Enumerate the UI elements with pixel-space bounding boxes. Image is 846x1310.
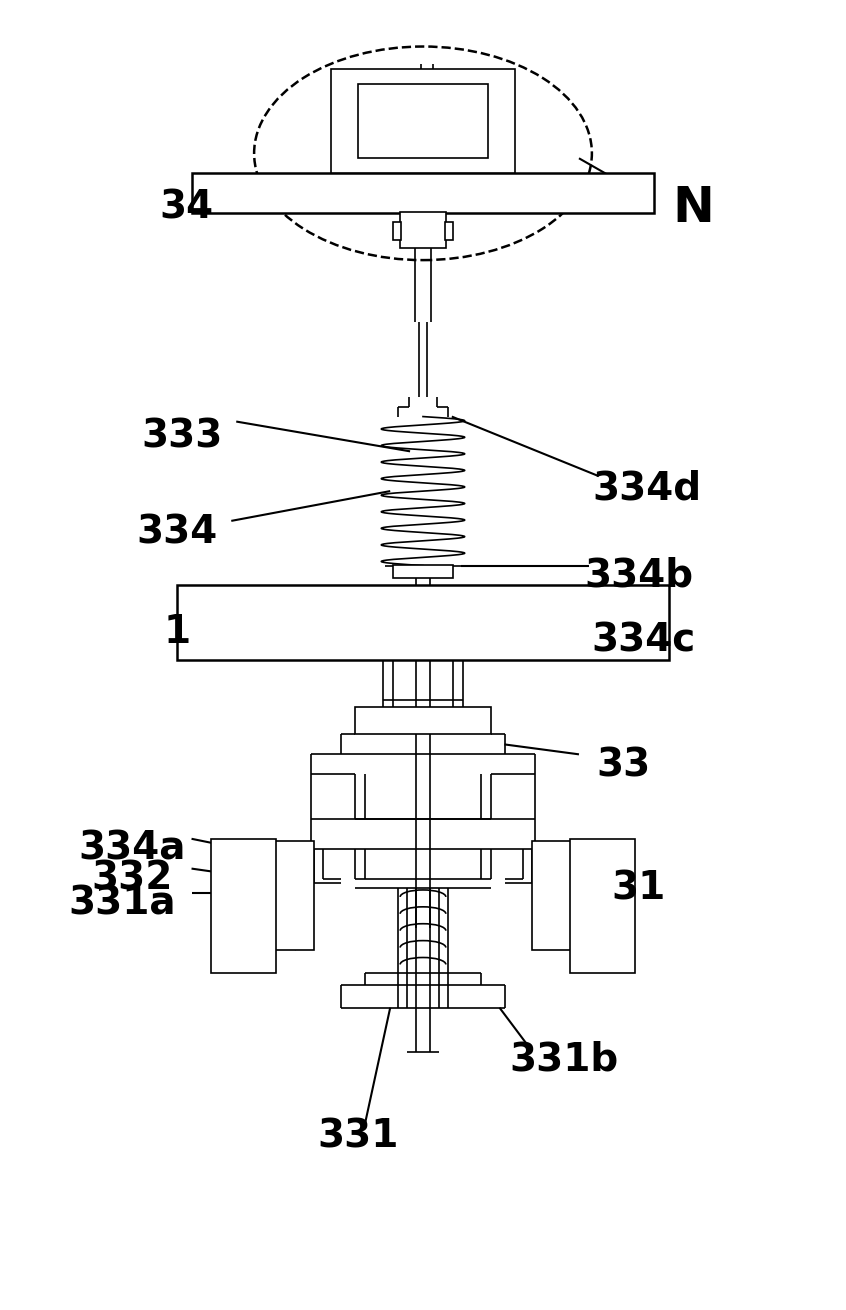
Text: 333: 333 bbox=[141, 418, 222, 456]
Bar bbox=[532, 841, 596, 950]
Text: 334c: 334c bbox=[591, 621, 695, 659]
Ellipse shape bbox=[254, 47, 592, 261]
Bar bbox=[191, 173, 655, 214]
Text: 334b: 334b bbox=[584, 557, 693, 595]
Bar bbox=[331, 69, 515, 173]
Text: 34: 34 bbox=[160, 189, 214, 227]
Bar bbox=[570, 838, 634, 973]
Text: 331: 331 bbox=[318, 1117, 399, 1155]
Text: 334a: 334a bbox=[78, 829, 185, 867]
Bar bbox=[445, 221, 453, 240]
Bar bbox=[250, 841, 314, 950]
Text: 332: 332 bbox=[91, 859, 173, 897]
Text: 331b: 331b bbox=[509, 1040, 618, 1078]
Text: 334d: 334d bbox=[592, 469, 701, 507]
Text: 33: 33 bbox=[596, 747, 651, 785]
Bar bbox=[400, 212, 446, 248]
Text: 1: 1 bbox=[163, 613, 190, 651]
Bar bbox=[212, 838, 276, 973]
Bar bbox=[177, 586, 669, 660]
Text: 31: 31 bbox=[612, 870, 666, 908]
Bar bbox=[393, 221, 401, 240]
Text: 331a: 331a bbox=[69, 884, 176, 922]
Text: 334: 334 bbox=[136, 514, 217, 552]
Bar bbox=[393, 565, 453, 578]
Bar bbox=[355, 706, 491, 735]
Bar bbox=[359, 84, 487, 159]
Text: N: N bbox=[673, 183, 714, 232]
